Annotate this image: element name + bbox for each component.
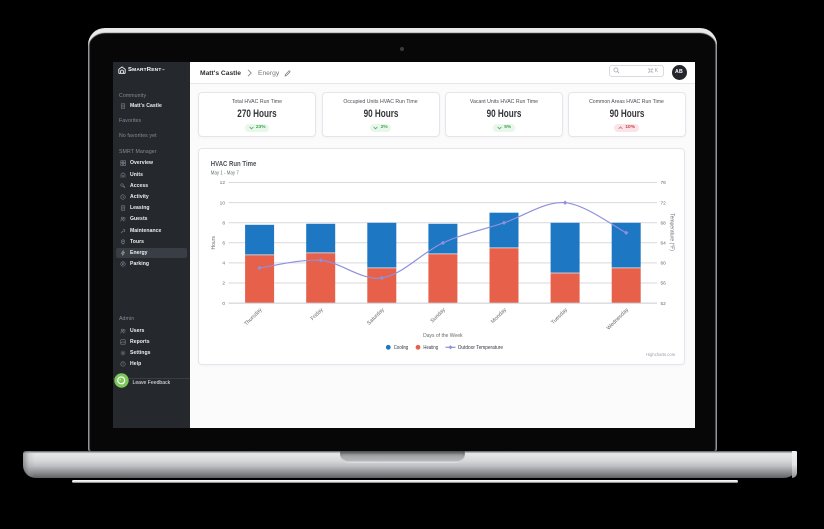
svg-text:8: 8	[222, 220, 225, 226]
svg-text:Heating: Heating	[423, 345, 438, 351]
svg-text:Highcharts.com: Highcharts.com	[646, 352, 676, 357]
svg-text:10: 10	[220, 200, 226, 206]
svg-text:68: 68	[661, 220, 667, 226]
svg-text:Hours: Hours	[211, 236, 217, 250]
svg-text:Saturday: Saturday	[366, 307, 386, 327]
svg-text:Monday: Monday	[490, 307, 508, 325]
svg-text:Outdoor Temperature: Outdoor Temperature	[458, 345, 503, 351]
svg-text:Days of the Week: Days of the Week	[423, 333, 463, 339]
svg-text:76: 76	[661, 180, 667, 186]
svg-text:12: 12	[220, 180, 226, 186]
svg-text:Tuesday: Tuesday	[550, 307, 569, 326]
svg-text:Wednesday: Wednesday	[606, 307, 631, 332]
svg-text:May 1 - May 7: May 1 - May 7	[211, 171, 239, 177]
svg-text:60: 60	[661, 261, 667, 267]
svg-text:4: 4	[222, 261, 225, 267]
svg-text:64: 64	[661, 241, 667, 247]
svg-text:56: 56	[661, 281, 667, 287]
svg-text:Cooling: Cooling	[394, 345, 409, 351]
svg-text:72: 72	[661, 200, 667, 206]
svg-text:HVAC Run Time: HVAC Run Time	[211, 159, 256, 168]
svg-text:Friday: Friday	[310, 307, 325, 322]
svg-text:Sunday: Sunday	[430, 307, 447, 324]
svg-text:0: 0	[222, 301, 225, 307]
svg-text:Thursday: Thursday	[243, 307, 263, 327]
svg-text:2: 2	[222, 281, 225, 287]
svg-text:52: 52	[661, 301, 667, 307]
svg-text:6: 6	[222, 241, 225, 247]
svg-text:Temperature (°F): Temperature (°F)	[669, 213, 675, 251]
